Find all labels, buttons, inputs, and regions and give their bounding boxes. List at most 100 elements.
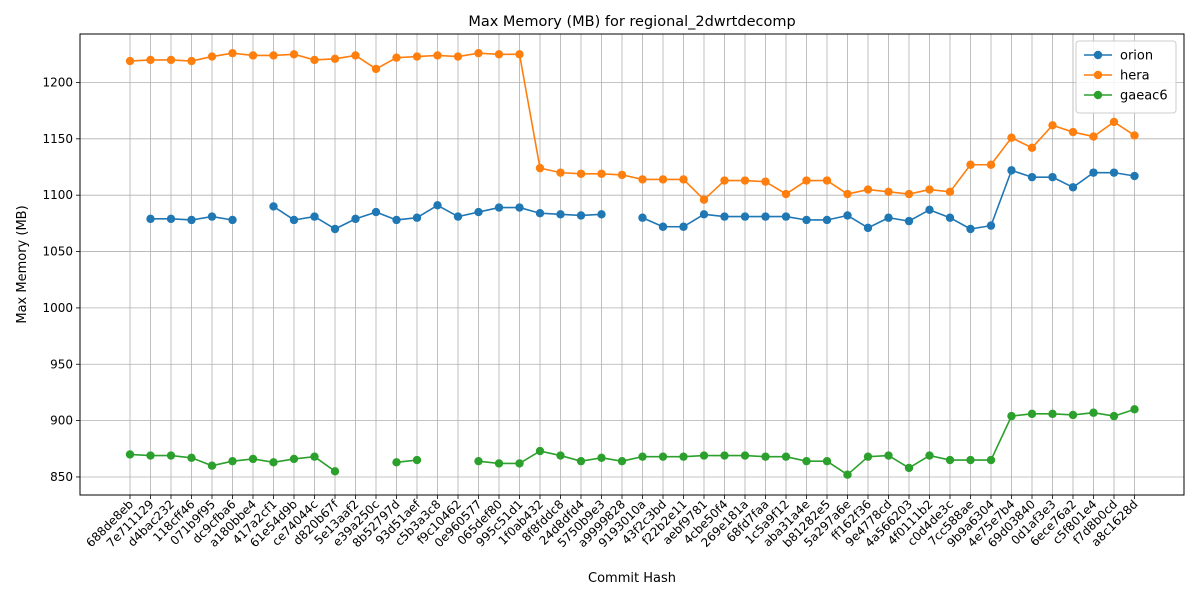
data-point-hera: [1048, 121, 1057, 130]
data-point-hera: [474, 48, 483, 58]
data-point-orion: [371, 207, 381, 217]
data-point-hera: [945, 187, 955, 196]
data-point-orion: [515, 203, 524, 212]
data-point-gaeac6: [310, 452, 319, 461]
data-point-gaeac6: [781, 452, 791, 461]
data-point-orion: [761, 212, 770, 221]
data-point-orion: [556, 210, 565, 219]
data-point-orion: [433, 201, 442, 210]
data-point-gaeac6: [904, 463, 914, 473]
data-point-gaeac6: [617, 456, 627, 466]
x-axis-ticks: 688de8eb7e711129d4bac232118cff46071b9f95…: [83, 495, 1141, 550]
data-point-hera: [1089, 132, 1098, 141]
data-point-gaeac6: [474, 456, 483, 466]
series-orion: [146, 166, 1139, 234]
y-tick-label: 1050: [42, 245, 73, 259]
data-point-hera: [925, 185, 934, 194]
data-point-orion: [1068, 183, 1078, 192]
data-point-gaeac6: [1048, 409, 1057, 419]
data-point-orion: [699, 210, 709, 219]
data-point-hera: [535, 163, 545, 173]
data-point-hera: [597, 169, 606, 178]
data-point-orion: [658, 222, 668, 231]
legend-marker-orion: [1093, 50, 1103, 60]
data-point-orion: [781, 212, 791, 221]
data-point-hera: [1130, 131, 1139, 140]
data-point-hera: [966, 160, 975, 169]
data-point-orion: [207, 212, 217, 221]
data-point-hera: [720, 176, 729, 185]
data-point-hera: [269, 51, 278, 60]
data-point-hera: [1007, 133, 1016, 142]
data-point-hera: [494, 50, 504, 59]
data-point-orion: [966, 224, 975, 234]
data-point-hera: [515, 50, 524, 59]
data-point-gaeac6: [269, 458, 278, 467]
series-gaeac6: [125, 405, 1139, 479]
data-point-gaeac6: [597, 453, 606, 463]
data-point-hera: [986, 160, 996, 169]
y-tick-label: 1100: [42, 188, 73, 202]
data-point-orion: [679, 222, 688, 231]
data-point-orion: [740, 212, 750, 221]
data-point-gaeac6: [761, 452, 770, 461]
legend-label-hera: hera: [1120, 69, 1150, 84]
data-point-gaeac6: [330, 467, 340, 476]
data-point-hera: [187, 56, 196, 66]
data-point-orion: [576, 211, 586, 220]
data-point-orion: [1007, 166, 1016, 175]
data-point-hera: [310, 55, 319, 65]
data-point-hera: [433, 51, 442, 60]
data-point-orion: [822, 215, 832, 225]
data-point-hera: [1068, 127, 1078, 137]
data-point-orion: [1109, 168, 1119, 177]
data-point-orion: [904, 216, 914, 226]
data-point-gaeac6: [412, 455, 422, 465]
data-point-hera: [884, 187, 893, 196]
data-point-hera: [1109, 117, 1119, 127]
data-point-gaeac6: [802, 456, 811, 466]
data-point-gaeac6: [187, 453, 196, 463]
data-point-gaeac6: [1089, 408, 1098, 417]
chart-title: Max Memory (MB) for regional_2dwrtdecomp: [468, 14, 795, 30]
data-point-gaeac6: [289, 454, 299, 464]
data-point-hera: [1027, 143, 1037, 153]
data-point-orion: [1089, 168, 1098, 177]
data-point-gaeac6: [925, 451, 934, 460]
data-point-gaeac6: [228, 456, 237, 466]
y-tick-label: 1150: [42, 132, 73, 146]
data-point-hera: [392, 53, 401, 62]
y-tick-label: 1000: [42, 301, 73, 315]
y-tick-label: 850: [50, 470, 73, 484]
data-point-orion: [802, 215, 811, 225]
data-point-gaeac6: [515, 459, 524, 468]
plot-area-frame: [79, 33, 1185, 496]
data-point-hera: [453, 52, 463, 61]
legend-marker-hera: [1093, 70, 1103, 80]
data-point-orion: [146, 214, 155, 224]
data-point-gaeac6: [146, 451, 155, 460]
data-point-gaeac6: [166, 451, 176, 460]
data-point-gaeac6: [535, 446, 545, 456]
data-point-hera: [904, 189, 914, 199]
data-point-orion: [638, 213, 647, 222]
y-axis-title: Max Memory (MB): [15, 205, 30, 323]
data-point-orion: [351, 214, 360, 224]
data-point-hera: [248, 51, 258, 60]
data-point-gaeac6: [863, 452, 873, 461]
data-point-orion: [925, 205, 934, 215]
data-point-orion: [863, 223, 873, 233]
data-point-orion: [1027, 172, 1037, 182]
data-point-hera: [658, 175, 668, 184]
data-point-orion: [453, 212, 463, 221]
data-point-gaeac6: [658, 452, 668, 461]
data-point-gaeac6: [740, 451, 750, 460]
data-point-hera: [802, 176, 811, 185]
data-point-gaeac6: [392, 458, 401, 467]
data-point-hera: [638, 175, 647, 184]
data-point-orion: [289, 215, 299, 225]
data-point-gaeac6: [1007, 411, 1016, 421]
data-point-hera: [371, 64, 381, 74]
